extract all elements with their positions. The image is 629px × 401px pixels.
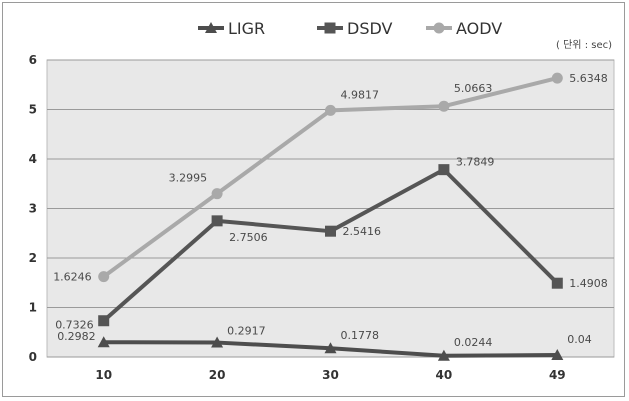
aodv-marker [551, 72, 563, 84]
data-label: 5.6348 [569, 72, 608, 85]
y-tick-label: 6 [29, 53, 37, 67]
data-label: 0.7326 [55, 319, 94, 332]
dsdv-marker [98, 315, 110, 327]
x-tick-label: 40 [436, 368, 453, 382]
gridlines [47, 59, 614, 358]
data-label: 0.2982 [57, 330, 96, 343]
dsdv-marker [211, 215, 223, 227]
aodv-marker [98, 271, 110, 283]
dsdv-marker [438, 164, 450, 176]
unit-note: ( 단위 : sec) [556, 38, 612, 51]
series-layer: 0.2982 0.2917 0.1778 0.0244 0.04 0.7326 2.7506… [53, 72, 608, 361]
legend-marker [205, 22, 217, 33]
legend-item-ligr: LIGR [198, 19, 265, 38]
series-dsdv: 0.7326 2.7506 2.5416 3.7849 1.4908 [55, 156, 608, 332]
data-label: 3.2995 [169, 172, 208, 185]
data-label: 1.6246 [53, 271, 92, 284]
y-tick-label: 4 [29, 152, 37, 166]
data-label: 0.04 [567, 333, 592, 346]
ligr-marker [551, 349, 564, 361]
aodv-marker [438, 100, 450, 112]
aodv-marker [211, 188, 223, 200]
series-ligr: 0.2982 0.2917 0.1778 0.0244 0.04 [57, 325, 592, 361]
y-tick-label: 5 [29, 103, 37, 117]
data-label: 5.0663 [454, 82, 493, 95]
x-tick-label: 20 [209, 368, 226, 382]
series-aodv: 1.6246 3.2995 4.9817 5.0663 5.6348 [53, 72, 608, 284]
x-tick-label: 49 [549, 368, 566, 382]
x-tick-label: 10 [95, 368, 112, 382]
x-tick-label: 30 [322, 368, 339, 382]
ligr-marker [97, 336, 110, 348]
legend-marker [433, 22, 445, 34]
y-tick-label: 0 [29, 350, 37, 364]
data-label: 4.9817 [341, 88, 380, 101]
y-tick-label: 2 [29, 251, 37, 265]
x-axis-ticks: 10 20 30 40 49 [95, 368, 565, 382]
data-label: 1.4908 [569, 277, 608, 290]
ligr-marker [324, 342, 337, 354]
y-axis-ticks: 0 1 2 3 4 5 6 [29, 53, 37, 364]
aodv-marker [325, 104, 336, 116]
data-label: 3.7849 [456, 156, 495, 169]
data-label: 0.0244 [454, 336, 493, 349]
y-tick-label: 1 [29, 301, 37, 315]
data-label: 2.5416 [343, 225, 382, 238]
dsdv-marker [325, 225, 336, 237]
y-tick-label: 3 [29, 202, 37, 216]
ligr-marker [437, 349, 450, 361]
legend: LIGR DSDV AODV [198, 19, 502, 38]
legend-item-aodv: AODV [426, 19, 502, 38]
data-label: 0.1778 [341, 329, 380, 342]
dsdv-marker [551, 277, 563, 289]
legend-item-dsdv: DSDV [317, 19, 393, 38]
legend-label: AODV [456, 19, 502, 38]
data-label: 0.2917 [227, 325, 266, 338]
legend-marker [324, 22, 336, 34]
ligr-marker [211, 336, 224, 348]
legend-label: DSDV [347, 19, 393, 38]
legend-label: LIGR [228, 19, 265, 38]
data-label: 2.7506 [229, 231, 268, 244]
